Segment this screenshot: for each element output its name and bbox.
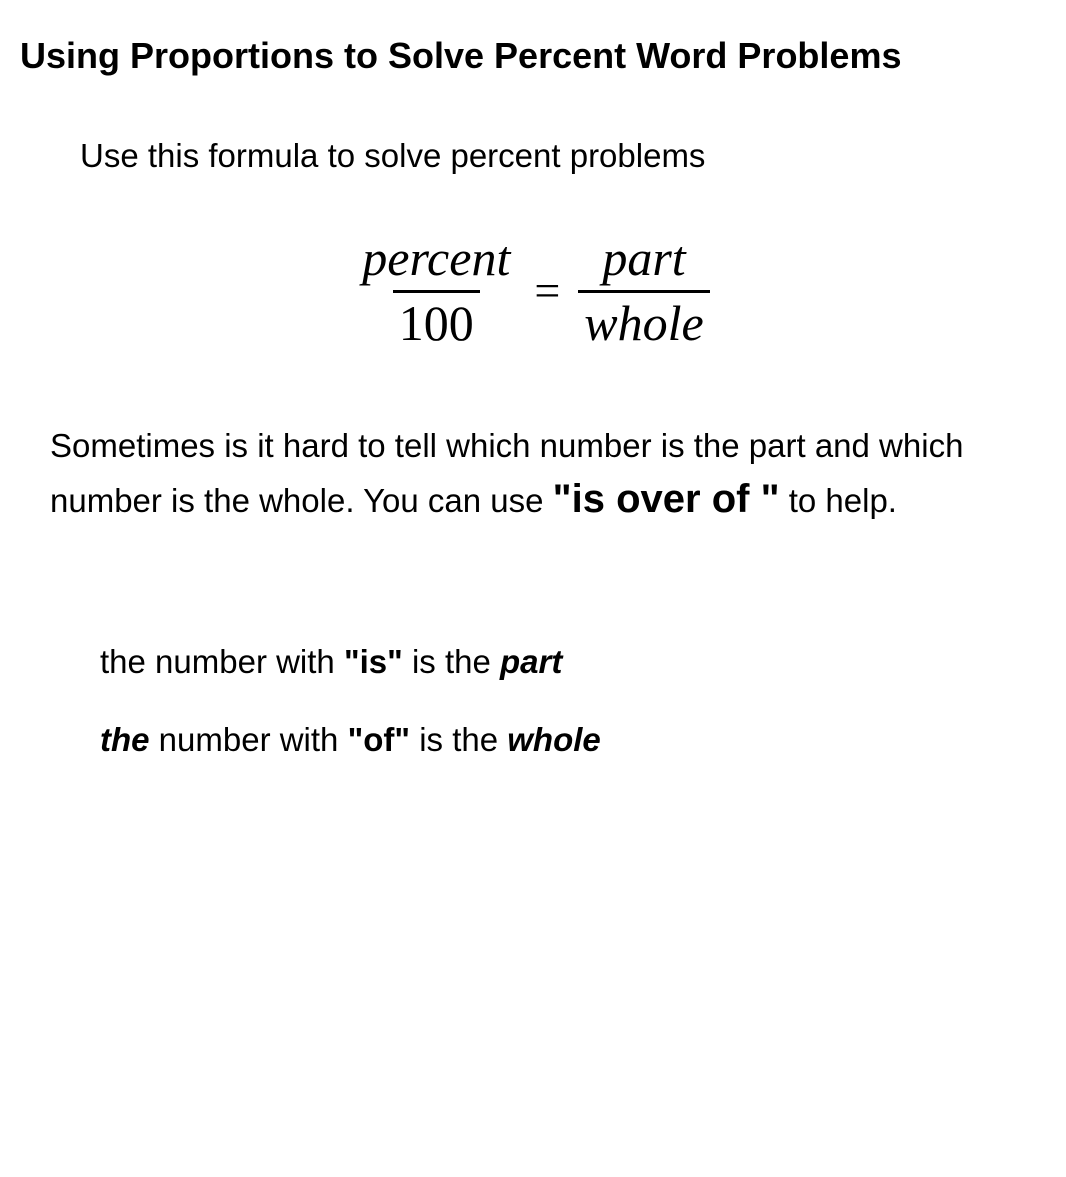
- rules-block: the number with "is" is the part the num…: [100, 638, 1046, 764]
- rule2-e: whole: [507, 721, 601, 758]
- rule2-a: the: [100, 721, 150, 758]
- page-title: Using Proportions to Solve Percent Word …: [20, 30, 1046, 82]
- denominator-right: whole: [578, 290, 709, 353]
- rule2-c: "of": [348, 721, 410, 758]
- formula: percent 100 = part whole: [20, 230, 1046, 352]
- rule1-c: is the: [403, 643, 500, 680]
- rule1-a: the number with: [100, 643, 344, 680]
- intro-text: Use this formula to solve percent proble…: [80, 132, 1046, 180]
- para-text-1: Sometimes is it hard to tell which numbe…: [50, 427, 749, 464]
- rule-is: the number with "is" is the part: [100, 638, 1046, 686]
- explanation-paragraph: Sometimes is it hard to tell which numbe…: [50, 422, 1016, 528]
- numerator-right: part: [596, 230, 691, 290]
- numerator-left: percent: [356, 230, 516, 290]
- para-text-4: to help.: [780, 482, 897, 519]
- denominator-left: 100: [393, 290, 480, 353]
- rule2-b: number with: [150, 721, 348, 758]
- para-text-3: use: [490, 482, 552, 519]
- rule-of: the number with "of" is the whole: [100, 716, 1046, 764]
- emphasis-is-over-of: "is over of ": [553, 477, 780, 521]
- rule1-b: "is": [344, 643, 403, 680]
- rule1-d: part: [500, 643, 562, 680]
- equals-sign: =: [534, 258, 560, 325]
- fraction-left: percent 100: [356, 230, 516, 352]
- rule2-d: is the: [410, 721, 507, 758]
- fraction-right: part whole: [578, 230, 709, 352]
